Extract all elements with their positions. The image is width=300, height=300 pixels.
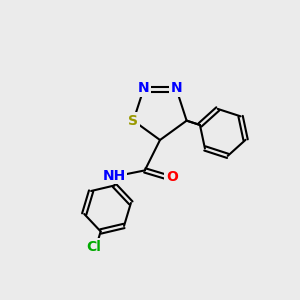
Text: O: O	[166, 170, 178, 184]
Text: N: N	[138, 81, 149, 95]
Text: NH: NH	[103, 169, 126, 183]
Text: S: S	[128, 114, 138, 128]
Text: Cl: Cl	[87, 240, 101, 254]
Text: N: N	[171, 81, 182, 95]
